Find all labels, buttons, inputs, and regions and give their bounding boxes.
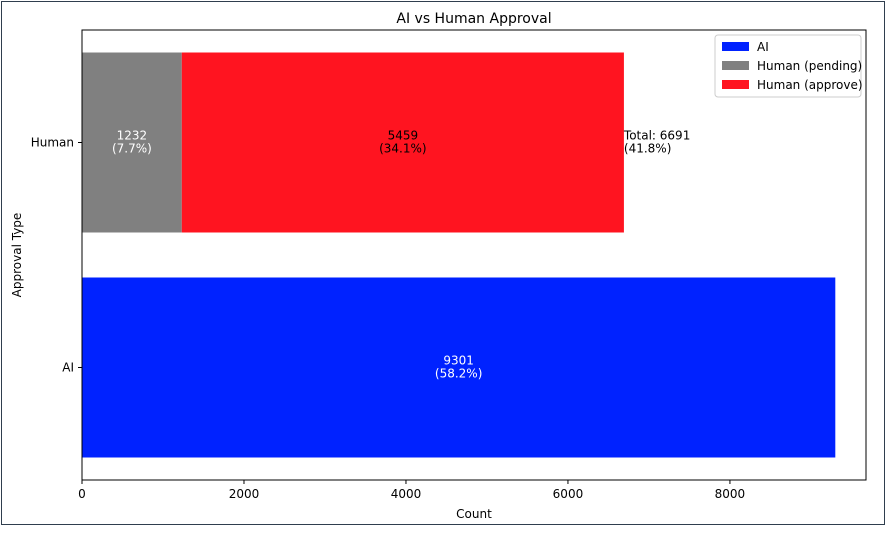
total-percent-label: (41.8%) [624,142,671,156]
bar-percent-label: (34.1%) [379,142,426,156]
bar-value-label: 1232 [117,129,148,143]
legend-label: AI [757,40,769,54]
bar-percent-label: (58.2%) [435,367,482,381]
x-tick-label: 2000 [229,487,260,501]
x-tick-label: 4000 [391,487,422,501]
legend-swatch [722,61,749,70]
y-axis-label: Approval Type [10,213,24,298]
legend-box [714,34,862,98]
total-value-label: Total: 6691 [623,129,690,143]
bar-percent-label: (7.7%) [112,142,152,156]
bar-human-approve [181,52,624,233]
x-tick-label: 0 [78,487,86,501]
x-tick-label: 6000 [553,487,584,501]
legend-swatch [722,42,749,51]
x-tick-label: 8000 [715,487,746,501]
y-tick-label: AI [62,361,74,375]
bar-value-label: 5459 [388,129,419,143]
x-axis-label: Count [456,507,492,521]
plot-area-border [81,29,867,481]
bar-ai [82,277,836,458]
legend-swatch [722,80,749,89]
bar-human-pending [82,52,182,233]
chart-title: AI vs Human Approval [396,11,551,27]
legend-label: Human (approve) [757,78,863,92]
bar-value-label: 9301 [443,354,474,368]
legend-label: Human (pending) [757,59,862,73]
y-tick-label: Human [31,136,74,150]
